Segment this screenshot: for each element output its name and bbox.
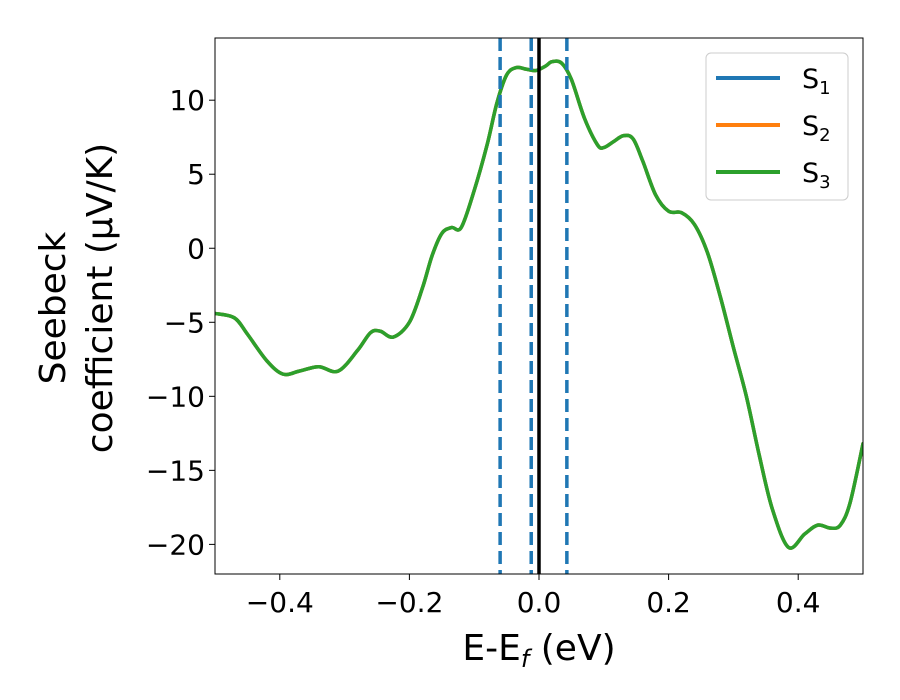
series-layer bbox=[215, 59, 863, 550]
y-tick-label: −10 bbox=[146, 380, 205, 413]
y-axis-label-line2: coefficient (μV/K) bbox=[80, 143, 121, 453]
series-line-3 bbox=[215, 59, 863, 550]
x-axis-ticks: −0.4 −0.2 0.0 0.2 0.4 bbox=[246, 574, 821, 619]
x-tick-label: 0.4 bbox=[776, 586, 821, 619]
vline-layer bbox=[498, 38, 569, 574]
y-tick-label: 5 bbox=[187, 158, 205, 191]
legend-label-3: S3 bbox=[802, 158, 831, 193]
plot-area bbox=[215, 38, 863, 574]
y-tick-label: −20 bbox=[146, 528, 205, 561]
legend-label-2: S2 bbox=[802, 111, 831, 146]
x-tick-label: 0.2 bbox=[646, 586, 691, 619]
x-tick-label: −0.4 bbox=[246, 586, 314, 619]
y-tick-label: −5 bbox=[164, 306, 205, 339]
y-tick-label: 10 bbox=[169, 84, 205, 117]
y-tick-label: 0 bbox=[187, 232, 205, 265]
y-axis-ticks: −20 −15 −10 −5 0 5 10 bbox=[146, 84, 215, 561]
x-axis-label-main: E-E bbox=[462, 628, 520, 669]
y-axis-label-line1: Seebeck bbox=[33, 231, 74, 384]
y-tick-label: −15 bbox=[146, 454, 205, 487]
x-tick-label: 0.0 bbox=[517, 586, 562, 619]
x-axis-label-unit: (eV) bbox=[529, 628, 615, 669]
x-axis-label: E-Ef (eV) bbox=[462, 628, 615, 673]
x-tick-label: −0.2 bbox=[375, 586, 443, 619]
y-axis-label: Seebeck coefficient (μV/K) bbox=[33, 143, 121, 453]
legend: S1 S2 S3 bbox=[705, 52, 849, 201]
legend-label-1: S1 bbox=[802, 64, 831, 99]
